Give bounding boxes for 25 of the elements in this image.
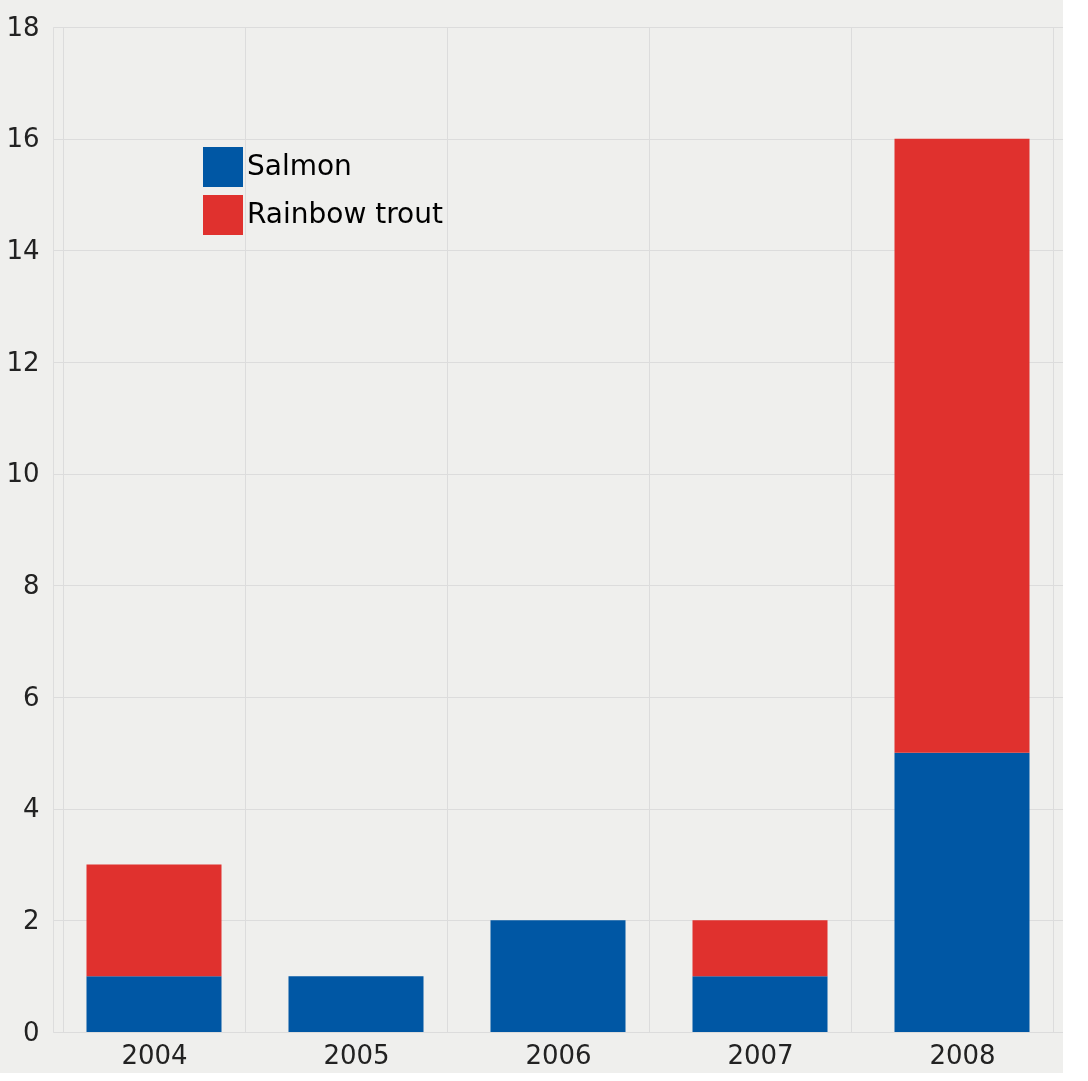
x-tick-label: 2008 — [929, 1039, 996, 1070]
y-tick-label: 12 — [6, 346, 40, 377]
y-tick-label: 2 — [22, 904, 40, 935]
y-tick-label: 10 — [6, 458, 40, 489]
y-tick-label: 18 — [6, 11, 40, 42]
bar — [894, 752, 1030, 1032]
x-tick-label: 2006 — [525, 1039, 592, 1070]
bar — [86, 864, 222, 977]
y-tick-label: 4 — [22, 793, 40, 824]
legend-label: Salmon — [247, 149, 352, 182]
y-tick-label: 14 — [6, 234, 40, 265]
bar — [692, 920, 828, 977]
y-tick-label: 8 — [22, 569, 40, 600]
y-tick-label: 16 — [6, 123, 40, 154]
bar — [86, 976, 222, 1032]
bar — [288, 976, 424, 1032]
x-tick-label: 2004 — [121, 1039, 188, 1070]
bar — [490, 920, 626, 1032]
x-tick-label: 2007 — [727, 1039, 794, 1070]
legend-label: Rainbow trout — [247, 197, 443, 230]
y-tick-label: 6 — [22, 681, 40, 712]
x-tick-label: 2005 — [323, 1039, 390, 1070]
y-tick-label: 0 — [22, 1016, 40, 1047]
bar — [894, 138, 1030, 753]
bar — [692, 976, 828, 1032]
